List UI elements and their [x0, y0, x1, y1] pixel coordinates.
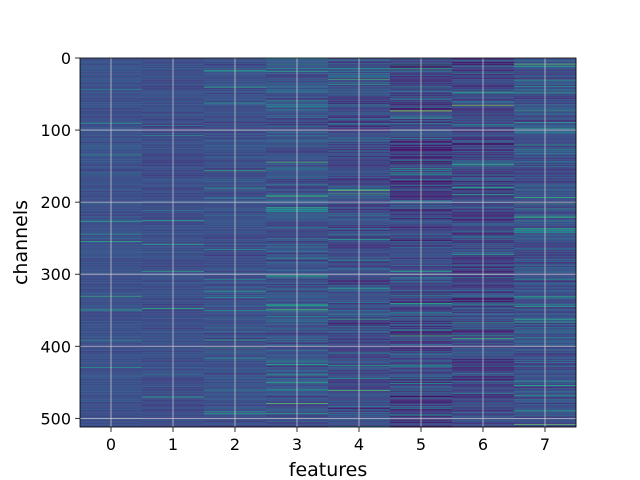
y-tick-label: 0 [61, 49, 71, 68]
x-axis-label: features [289, 459, 368, 480]
x-tick-label: 0 [106, 435, 116, 454]
x-tick-label: 4 [354, 435, 364, 454]
x-tick-label: 3 [292, 435, 302, 454]
y-tick-label: 300 [40, 265, 71, 284]
heatmap-cells [80, 58, 577, 428]
y-axis-ticks: 0 100 200 300 400 500 [40, 49, 80, 428]
y-tick-label: 100 [40, 121, 71, 140]
x-tick-label: 2 [230, 435, 240, 454]
y-tick-label: 200 [40, 193, 71, 212]
x-tick-label: 6 [478, 435, 488, 454]
y-axis-label: channels [10, 200, 32, 285]
y-tick-label: 400 [40, 337, 71, 356]
x-tick-label: 5 [416, 435, 426, 454]
grid-lines [80, 57, 576, 427]
x-tick-label: 1 [168, 435, 178, 454]
plot-frame [79, 57, 577, 428]
y-tick-label: 500 [40, 409, 71, 428]
x-axis-ticks: 0 1 2 3 4 5 6 7 [106, 427, 550, 454]
x-tick-label: 7 [540, 435, 550, 454]
